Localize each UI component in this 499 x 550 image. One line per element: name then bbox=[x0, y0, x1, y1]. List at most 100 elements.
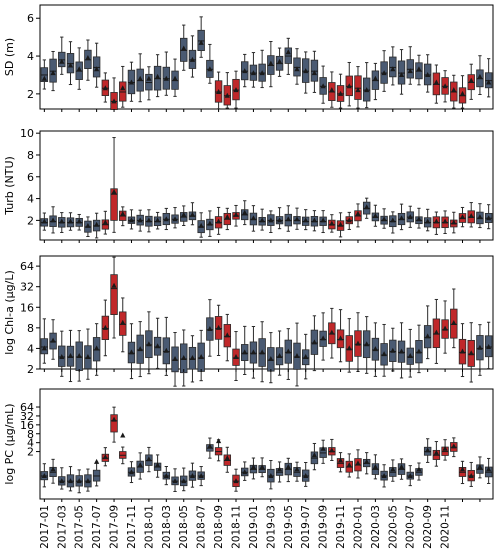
box-45 bbox=[423, 438, 432, 463]
box-2 bbox=[49, 319, 57, 360]
panel-2: 2 4 6 8 10 Turb (NTU) bbox=[3, 127, 494, 243]
mean-marker bbox=[303, 353, 309, 359]
mean-marker bbox=[398, 71, 405, 77]
box-45 bbox=[423, 305, 432, 360]
x-tick-label: 2019-05 bbox=[283, 505, 295, 549]
mean-marker bbox=[390, 347, 396, 353]
box-5 bbox=[75, 213, 83, 231]
mean-marker bbox=[250, 349, 257, 355]
box-24 bbox=[241, 461, 249, 481]
mean-marker bbox=[215, 324, 222, 330]
mean-marker bbox=[146, 456, 152, 462]
mean-marker bbox=[111, 98, 117, 104]
box-7 bbox=[92, 42, 101, 88]
mean-marker bbox=[329, 220, 335, 226]
mean-marker bbox=[163, 472, 169, 478]
mean-marker bbox=[85, 54, 91, 60]
box-6 bbox=[84, 468, 92, 492]
box-15 bbox=[162, 51, 171, 96]
mean-marker bbox=[242, 349, 248, 355]
box-2 bbox=[49, 458, 57, 484]
mean-marker bbox=[468, 472, 474, 478]
box-16 bbox=[171, 58, 179, 97]
mean-marker bbox=[181, 478, 187, 484]
box-23 bbox=[232, 70, 240, 109]
y-tick-label: 4 bbox=[27, 437, 34, 450]
box-30 bbox=[293, 461, 301, 482]
mean-marker bbox=[285, 216, 291, 222]
x-tick-labels: 2017-01 2017-03 2017-05 2017-07 2017-09 2017-… bbox=[39, 505, 452, 549]
box-1 bbox=[40, 318, 49, 364]
box-4 bbox=[66, 41, 75, 86]
mean-marker bbox=[85, 353, 91, 359]
mean-marker bbox=[372, 75, 378, 81]
box-33 bbox=[319, 312, 327, 361]
mean-marker bbox=[215, 218, 222, 224]
box-18 bbox=[188, 202, 197, 226]
box-36 bbox=[345, 61, 353, 107]
box-22 bbox=[223, 446, 232, 473]
mean-marker bbox=[172, 216, 178, 222]
box-21 bbox=[214, 71, 223, 110]
mean-marker bbox=[294, 66, 300, 72]
mean-marker bbox=[381, 70, 387, 76]
box-12 bbox=[136, 209, 144, 232]
box-26 bbox=[258, 457, 266, 478]
mean-marker bbox=[259, 464, 265, 470]
mean-marker bbox=[59, 58, 65, 64]
box-50 bbox=[467, 322, 475, 383]
box-21 bbox=[214, 206, 223, 235]
box-1 bbox=[40, 59, 49, 90]
box-11 bbox=[127, 323, 136, 380]
mean-marker bbox=[398, 348, 405, 354]
mean-marker bbox=[189, 354, 196, 360]
box-42 bbox=[397, 203, 406, 231]
y-tick-label: 2 bbox=[27, 88, 34, 101]
box-48 bbox=[450, 74, 458, 109]
mean-marker bbox=[128, 349, 135, 355]
mean-marker bbox=[433, 329, 439, 335]
y-axis-label: log PC (µg/mL) bbox=[3, 403, 16, 484]
mean-marker bbox=[372, 346, 378, 352]
mean-marker bbox=[50, 70, 56, 76]
mean-marker bbox=[311, 339, 318, 345]
box-36 bbox=[345, 453, 353, 478]
mean-marker bbox=[268, 217, 274, 223]
mean-marker bbox=[155, 462, 161, 468]
x-tick-label: 2017-07 bbox=[91, 505, 103, 549]
x-tick-label: 2020-03 bbox=[370, 505, 382, 549]
x-tick-label: 2018-01 bbox=[143, 505, 155, 549]
mean-marker bbox=[390, 66, 396, 72]
y-tick-label: 10 bbox=[20, 127, 34, 140]
box-43 bbox=[406, 465, 414, 487]
box-28 bbox=[275, 330, 284, 376]
box-body bbox=[110, 414, 118, 433]
mean-marker bbox=[329, 87, 335, 93]
box-31 bbox=[301, 51, 310, 94]
box-41 bbox=[389, 327, 397, 372]
mean-marker bbox=[486, 215, 492, 221]
box-51 bbox=[476, 324, 484, 376]
x-tick-label: 2020-01 bbox=[352, 505, 364, 549]
mean-marker bbox=[111, 282, 117, 288]
x-tick-label: 2019-11 bbox=[335, 505, 347, 549]
mean-marker bbox=[198, 472, 204, 478]
box-22 bbox=[223, 72, 232, 109]
box-9 bbox=[110, 77, 118, 111]
box-4 bbox=[66, 466, 75, 492]
box-47 bbox=[441, 210, 449, 234]
box-41 bbox=[389, 459, 397, 482]
box-2 bbox=[49, 50, 57, 92]
mean-marker bbox=[233, 353, 239, 359]
box-20 bbox=[206, 299, 214, 357]
box-12 bbox=[136, 53, 144, 103]
box-3 bbox=[58, 36, 66, 75]
mean-marker bbox=[425, 447, 431, 453]
mean-marker bbox=[250, 215, 257, 221]
box-24 bbox=[241, 200, 249, 226]
box-44 bbox=[415, 462, 423, 481]
mean-marker bbox=[390, 217, 396, 223]
x-tick-label: 2019-01 bbox=[248, 505, 260, 549]
mean-marker bbox=[94, 458, 100, 464]
x-tick-label: 2018-09 bbox=[213, 505, 225, 549]
